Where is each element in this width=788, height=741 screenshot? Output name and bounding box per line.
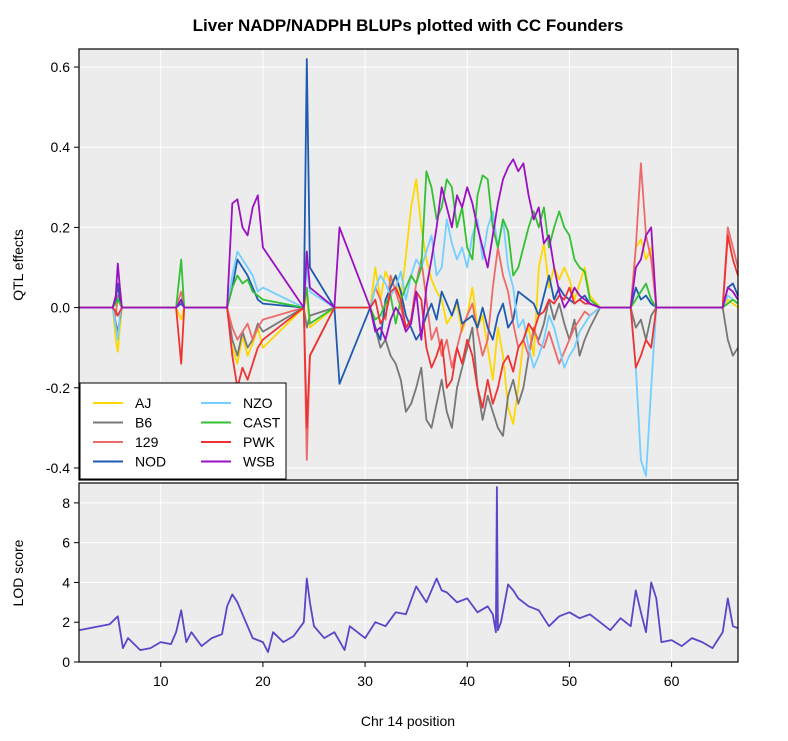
lod-panel-border	[78, 482, 739, 663]
x-tick-label: 30	[357, 673, 373, 689]
lod-y-axis-label: LOD score	[10, 539, 26, 606]
x-tick-label: 20	[255, 673, 271, 689]
chart-title: Liver NADP/NADPH BLUPs plotted with CC F…	[193, 16, 624, 35]
series-line-b6	[79, 298, 739, 437]
effects-panel-border	[78, 48, 739, 481]
series-line-aj	[79, 178, 739, 425]
effects-series	[79, 58, 739, 477]
legend: AJ B6 129 NOD NZO CAST PWK WSB	[79, 382, 287, 480]
effects-y-tick-label: -0.4	[46, 460, 70, 476]
effects-y-tick-label: -0.2	[46, 380, 70, 396]
effects-y-tick-label: 0.2	[51, 219, 71, 235]
legend-label-pwk: PWK	[243, 434, 276, 450]
legend-items: AJ B6 129 NOD NZO CAST PWK WSB	[93, 395, 281, 470]
x-tick-label: 40	[459, 673, 475, 689]
x-tick-label: 60	[664, 673, 680, 689]
x-tick-label: 50	[562, 673, 578, 689]
legend-label-wsb: WSB	[243, 454, 275, 470]
legend-label-nod: NOD	[135, 454, 166, 470]
lod-panel: 0 2 4 6 8 10 20 30 40 50 60 LOD score Chr 14 posi…	[10, 482, 739, 729]
lod-y-tick-label: 6	[62, 535, 70, 551]
lod-line	[78, 486, 739, 653]
legend-box	[79, 382, 287, 480]
series-line-nzo	[79, 210, 739, 477]
legend-label-cast: CAST	[243, 415, 281, 431]
series-line-pwk	[79, 234, 739, 429]
lod-y-tick-label: 0	[62, 654, 70, 670]
legend-label-b6: B6	[135, 415, 152, 431]
lod-y-axis: 0 2 4 6 8	[62, 495, 79, 670]
lod-y-tick-label: 2	[62, 614, 70, 630]
lod-y-tick-label: 4	[62, 574, 70, 590]
effects-y-tick-label: 0.4	[51, 139, 71, 155]
legend-label-nzo: NZO	[243, 395, 273, 411]
x-axis-label: Chr 14 position	[361, 713, 455, 729]
legend-label-129: 129	[135, 434, 159, 450]
series-line-129	[79, 162, 739, 461]
legend-label-aj: AJ	[135, 395, 151, 411]
lod-series	[78, 486, 739, 653]
x-tick-label: 10	[153, 673, 169, 689]
series-line-cast	[79, 170, 739, 325]
series-line-wsb	[79, 158, 739, 341]
lod-y-tick-label: 8	[62, 495, 70, 511]
series-line-nod	[79, 58, 739, 385]
effects-y-tick-label: 0.6	[51, 59, 71, 75]
lod-panel-background	[79, 483, 738, 662]
effects-y-tick-label: 0.0	[51, 300, 71, 316]
lod-x-axis: 10 20 30 40 50 60	[153, 662, 680, 689]
effects-y-axis: 0.6 0.4 0.2 0.0 -0.2 -0.4	[46, 59, 79, 476]
effects-y-axis-label: QTL effects	[10, 229, 26, 301]
